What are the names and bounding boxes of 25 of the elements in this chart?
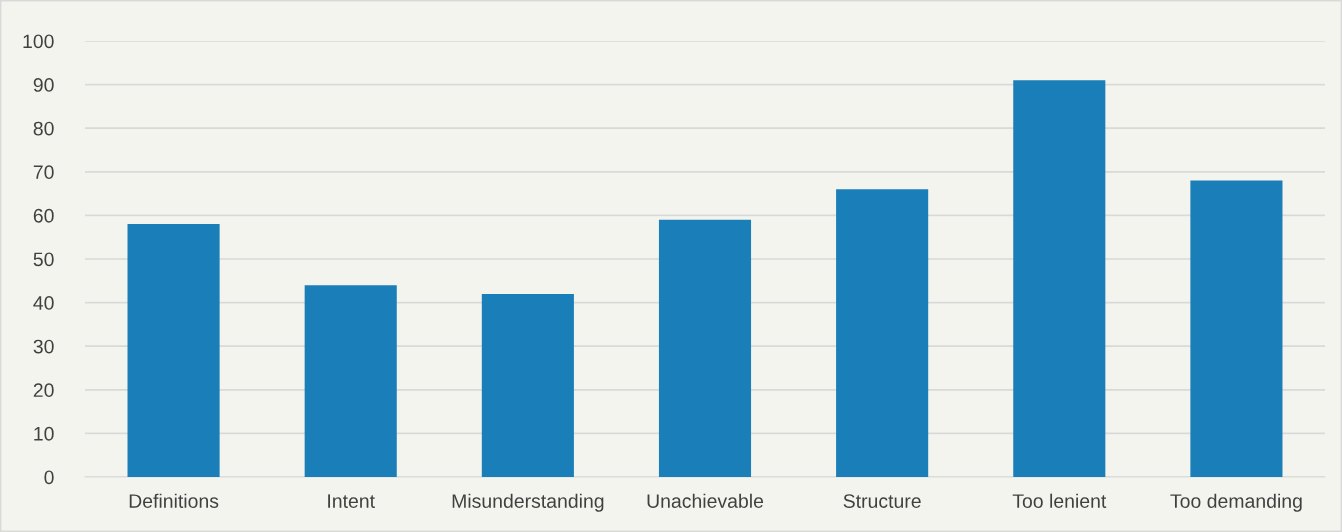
bar [836, 189, 929, 477]
x-tick-label: Too lenient [1012, 493, 1107, 508]
y-tick-label: 50 [33, 252, 54, 267]
bar [658, 219, 752, 477]
bar [1013, 80, 1106, 477]
bar [1190, 180, 1283, 477]
x-tick-label: Structure [843, 494, 921, 508]
y-tick-label: 80 [33, 121, 54, 136]
y-tick-label: 30 [33, 339, 54, 354]
bar [127, 224, 220, 477]
y-tick-label: 60 [33, 208, 54, 223]
x-tick-label: Misunderstanding [452, 493, 604, 512]
y-tick-label: 20 [33, 383, 54, 398]
bar [304, 285, 397, 477]
y-tick-label: 10 [34, 426, 54, 441]
y-tick-label: 0 [44, 470, 54, 485]
y-tick-label: 40 [33, 296, 54, 310]
y-tick-label: 90 [33, 78, 54, 92]
y-tick-label: 100 [23, 34, 54, 49]
x-tick-label: Unachievable [647, 493, 764, 508]
x-tick-label: Definitions [129, 493, 219, 508]
x-tick-label: Intent [328, 494, 375, 508]
x-tick-label: Too demanding [1170, 493, 1302, 512]
y-tick-label: 70 [33, 165, 54, 180]
bar [481, 293, 574, 477]
